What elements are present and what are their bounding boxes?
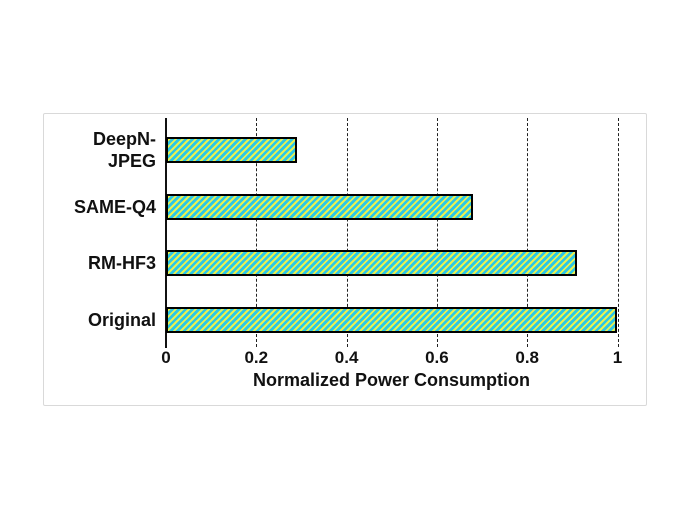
- gridline-x-0.2: [256, 118, 258, 347]
- bar-same-q4: [166, 193, 473, 220]
- y-axis-category-labels: DeepN- JPEG SAME-Q4 RM-HF3 Original: [43, 118, 156, 342]
- gridline-x-0.8: [527, 118, 529, 347]
- bar-rm-hf3: [166, 250, 577, 277]
- gridline-x-1: [617, 118, 619, 347]
- category-label-rm-hf3: RM-HF3: [88, 253, 156, 274]
- x-tick-label: 0: [161, 348, 171, 367]
- category-label-same-q4: SAME-Q4: [73, 196, 156, 217]
- category-label-original: Original: [87, 310, 156, 331]
- x-axis-tick-labels: 0 0.2 0.4 0.6 0.8 1: [161, 347, 631, 369]
- gridline-x-0.4: [346, 118, 348, 347]
- x-tick-label: 0.6: [425, 348, 449, 367]
- x-axis-title: Normalized Power Consumption: [252, 370, 531, 390]
- x-tick-label: 0.8: [515, 348, 539, 367]
- category-label-deepn-jpeg: DeepN- JPEG: [92, 129, 156, 171]
- x-tick-label: 0.2: [244, 348, 269, 367]
- gridline-x-0.6: [436, 118, 438, 347]
- bar-original: [166, 307, 618, 334]
- plot-area: [165, 118, 631, 348]
- x-tick-label: 0.4: [334, 348, 359, 367]
- y-axis-spine: [165, 118, 167, 348]
- x-tick-label: 1: [612, 348, 623, 367]
- bar-deepn-jpeg: [166, 137, 297, 163]
